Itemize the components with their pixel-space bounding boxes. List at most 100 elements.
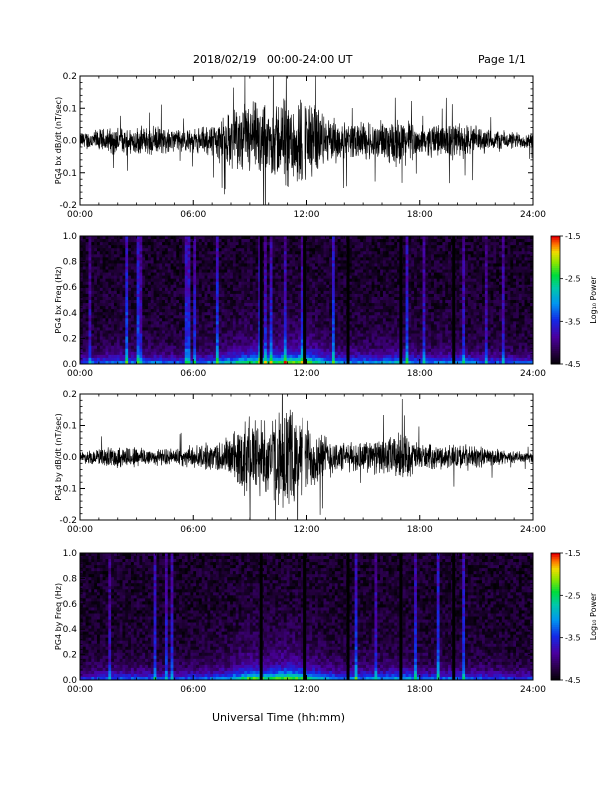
heat-cell: [340, 342, 344, 347]
heat-cell: [244, 327, 248, 331]
heat-cell: [130, 236, 135, 240]
heat-cell: [320, 315, 324, 319]
heat-cell: [130, 290, 135, 295]
heat-cell: [136, 263, 140, 267]
heat-cell: [360, 300, 364, 304]
heat-cell: [80, 339, 84, 344]
heat-cell: [108, 284, 112, 289]
heat-cell: [153, 275, 157, 280]
heat-cell: [278, 251, 282, 255]
heat-cell: [221, 242, 225, 246]
heat-cell: [207, 296, 211, 301]
heat-cell: [218, 324, 222, 328]
heat-cell: [187, 351, 191, 356]
heat-cell: [156, 278, 160, 283]
heat-cell: [292, 327, 296, 331]
heat-cell: [252, 360, 256, 365]
heat-cell: [306, 269, 310, 273]
heat-cell: [230, 254, 234, 258]
heat-cell: [215, 245, 220, 249]
heat-cell: [269, 263, 273, 267]
heat-cell: [88, 260, 92, 264]
heat-cell: [179, 287, 183, 292]
heat-cell: [159, 257, 163, 261]
heat-cell: [102, 260, 106, 264]
heat-cell: [337, 351, 341, 356]
heat-cell: [241, 309, 245, 313]
heat-cell: [122, 309, 126, 313]
heat-cell: [85, 336, 89, 341]
heat-cell: [365, 315, 370, 319]
heat-cell: [130, 254, 135, 258]
heat-cell: [286, 278, 290, 283]
heat-cell: [402, 284, 406, 289]
heat-cell: [317, 260, 322, 264]
heat-cell: [105, 254, 109, 258]
heat-cell: [363, 272, 367, 277]
heat-cell: [170, 315, 174, 319]
heat-cell: [391, 333, 395, 337]
heat-cell: [91, 269, 95, 273]
heat-cell: [85, 275, 89, 280]
heat-cell: [235, 321, 239, 325]
heat-cell: [207, 281, 211, 286]
heat-cell: [227, 254, 231, 258]
heat-cell: [391, 357, 395, 362]
heat-cell: [196, 272, 200, 277]
heat-cell: [218, 330, 222, 334]
heat-cell: [173, 336, 177, 341]
heat-cell: [213, 327, 217, 331]
heat-cell: [167, 239, 171, 243]
heat-cell: [133, 300, 138, 304]
heat-cell: [283, 354, 288, 359]
heat-cell: [286, 242, 290, 246]
heat-cell: [272, 318, 276, 322]
heat-cell: [102, 281, 106, 286]
heat-cell: [278, 336, 282, 341]
heat-cell: [156, 309, 160, 313]
heat-cell: [252, 309, 256, 313]
heat-cell: [96, 293, 101, 298]
heat-cell: [167, 236, 171, 240]
heat-cell: [377, 357, 381, 362]
heat-cell: [377, 245, 381, 249]
heat-cell: [179, 339, 183, 344]
heat-cell: [235, 345, 239, 350]
heat-cell: [198, 290, 203, 295]
heat-cell: [142, 345, 146, 350]
heat-cell: [314, 293, 319, 298]
heat-cell: [266, 296, 271, 301]
heat-cell: [238, 315, 242, 319]
heat-cell: [213, 348, 217, 353]
heat-cell: [368, 357, 373, 362]
heat-cell: [136, 354, 140, 359]
heat-cell: [196, 312, 200, 316]
heat-cell: [111, 324, 115, 328]
heat-cell: [312, 333, 316, 337]
heat-cell: [142, 312, 146, 316]
heat-cell: [329, 348, 333, 353]
heat-cell: [99, 248, 104, 252]
heat-cell: [312, 251, 316, 255]
heat-cell: [368, 275, 373, 280]
heat-cell: [213, 321, 217, 325]
heat-cell: [380, 333, 384, 337]
heat-cell: [147, 260, 152, 264]
heat-cell: [323, 278, 327, 283]
heat-cell: [173, 272, 177, 277]
heat-cell: [91, 321, 95, 325]
heat-cell: [116, 339, 121, 344]
heat-cell: [215, 306, 220, 310]
heat-cell: [269, 281, 273, 286]
heat-cell: [170, 336, 174, 341]
heat-cell: [142, 300, 146, 304]
heat-cell: [241, 275, 245, 280]
heat-cell: [314, 306, 319, 310]
heat-cell: [179, 236, 183, 240]
heat-cell: [252, 345, 256, 350]
heat-cell: [281, 306, 285, 310]
heat-cell: [139, 342, 143, 347]
heat-cell: [176, 354, 180, 359]
heat-cell: [198, 351, 203, 356]
heat-cell: [88, 327, 92, 331]
